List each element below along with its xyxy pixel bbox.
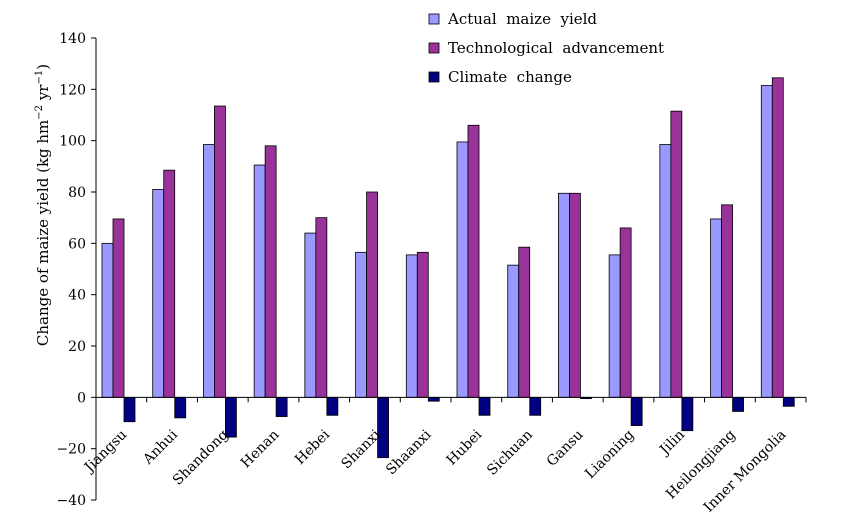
y-tick-label: 20 [68, 339, 86, 355]
actual-yield-bar [608, 254, 621, 398]
x-category-label: Shandong [170, 427, 232, 489]
actual-yield-bar [304, 232, 317, 398]
x-category-label: Henan [238, 427, 282, 471]
climate-change-bar [275, 396, 288, 417]
y-tick-label: 60 [68, 236, 86, 252]
tech-advancement-bar [366, 191, 378, 398]
axes-layer [95, 38, 806, 500]
legend-swatch-tech-advancement [428, 42, 440, 54]
legend-swatch-actual-yield [428, 13, 440, 25]
climate-change-bar [326, 396, 339, 416]
y-tick-label: 80 [68, 185, 86, 201]
climate-change-bar [377, 396, 389, 459]
tech-advancement-bar [569, 192, 581, 398]
actual-yield-bar [558, 192, 570, 398]
tech-advancement-bar [670, 110, 683, 398]
y-tick-label: 100 [59, 134, 86, 150]
x-category-label: Hubei [444, 426, 486, 468]
y-tick-label: −40 [56, 493, 86, 509]
tech-advancement-bar [315, 217, 328, 398]
actual-yield-bar [203, 144, 215, 398]
x-category-label: Jiangsu [80, 427, 130, 477]
climate-change-bar [529, 396, 542, 416]
x-category-label: Gansu [544, 427, 587, 470]
tech-advancement-bar [771, 77, 784, 398]
actual-yield-bar [760, 85, 773, 398]
bars-layer [101, 77, 795, 459]
legend-swatch-climate-change [428, 71, 440, 83]
actual-yield-bar [659, 144, 672, 398]
x-category-label: Sichuan [484, 427, 536, 479]
actual-yield-bar [456, 141, 469, 398]
actual-yield-bar [507, 264, 520, 398]
climate-change-bar [478, 396, 491, 416]
actual-yield-bar [253, 164, 266, 398]
legend-label: Climate change [448, 68, 572, 86]
y-tick-label: 40 [68, 288, 86, 304]
y-tick-label: 140 [59, 31, 86, 47]
tech-advancement-bar [518, 246, 531, 398]
climate-change-bar [630, 396, 643, 426]
tech-advancement-bar [112, 218, 125, 398]
tech-advancement-bar [264, 145, 277, 398]
tech-advancement-bar [214, 105, 226, 398]
climate-change-bar [681, 396, 694, 432]
climate-change-bar [427, 396, 440, 402]
tech-advancement-bar [416, 251, 429, 398]
legend: Actual maize yield Technological advancem… [428, 10, 664, 86]
y-tick-label: 120 [59, 82, 86, 98]
climate-change-bar [123, 396, 136, 423]
actual-yield-bar [405, 254, 418, 398]
legend-label: Technological advancement [448, 39, 664, 57]
x-category-label: Jilin [656, 427, 689, 460]
tech-advancement-bar [163, 169, 176, 398]
actual-yield-bar [152, 189, 165, 398]
y-axis-title: Change of maize yield (kg hm−2 yr−1) [34, 64, 52, 346]
climate-change-bar [174, 396, 187, 419]
climate-change-bar [782, 396, 795, 407]
y-tick-label: −20 [56, 442, 86, 458]
y-tick-label: 0 [77, 390, 86, 406]
x-category-label: Shaanxi [383, 426, 435, 478]
x-category-label: Anhui [140, 426, 182, 468]
climate-change-bar [732, 396, 744, 412]
x-category-label: Hebei [292, 426, 334, 468]
tech-advancement-bar [467, 124, 480, 398]
climate-change-bar [225, 396, 237, 438]
y-ticks: −40 −20 0 20 40 60 80 100 120 140 [56, 31, 96, 509]
actual-yield-bar [710, 218, 722, 398]
x-category-label: Liaoning [582, 427, 637, 482]
actual-yield-bar [355, 251, 367, 398]
tech-advancement-bar [721, 204, 733, 398]
tech-advancement-bar [619, 227, 632, 398]
legend-label: Actual maize yield [447, 10, 597, 28]
actual-yield-bar [101, 242, 114, 398]
